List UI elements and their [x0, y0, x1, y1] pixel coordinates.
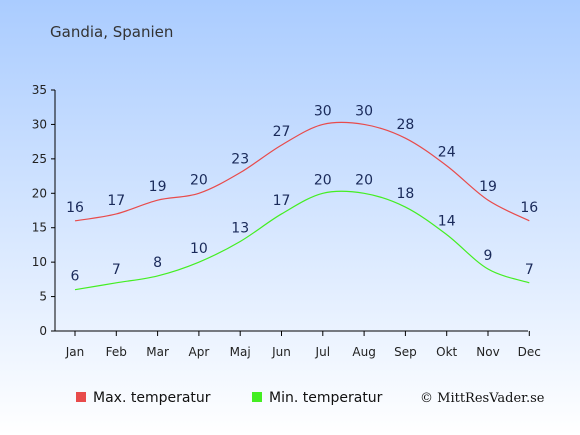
data-label-max: 30: [314, 103, 332, 119]
legend-swatch-min: [252, 392, 262, 402]
data-label-max: 19: [479, 179, 497, 195]
legend: Max. temperatur Min. temperatur: [76, 390, 383, 406]
data-label-min: 8: [153, 255, 162, 271]
data-label-max: 23: [231, 152, 249, 168]
x-tick-label: Feb: [106, 345, 127, 359]
data-label-max: 17: [107, 193, 125, 209]
x-tick-label: Jun: [271, 345, 291, 359]
x-tick-label: Okt: [436, 345, 457, 359]
data-label-min: 9: [484, 248, 493, 264]
data-label-max: 16: [520, 200, 538, 216]
x-tick-label: Nov: [476, 345, 499, 359]
x-tick-label: Sep: [394, 345, 417, 359]
x-tick-label: Apr: [189, 345, 210, 359]
data-label-min: 20: [355, 172, 373, 188]
x-tick-label: Mar: [146, 345, 169, 359]
axes: 0 5 10 15 20 25 30 35 Jan Feb Mar Apr Maj Jun Jul Aug Se…: [32, 83, 541, 359]
data-label-min: 17: [273, 193, 291, 209]
data-label-max: 28: [396, 117, 414, 133]
data-label-max: 19: [149, 179, 167, 195]
data-label-max: 20: [190, 172, 208, 188]
y-tick-label: 15: [32, 221, 47, 235]
data-label-min: 20: [314, 172, 332, 188]
y-tick-label: 5: [39, 290, 47, 304]
x-tick-label: Dec: [518, 345, 541, 359]
y-tick-label: 0: [39, 324, 47, 338]
data-label-min: 7: [525, 262, 534, 278]
y-tick-label: 30: [32, 117, 47, 131]
data-label-min: 6: [71, 269, 80, 285]
y-tick-label: 25: [32, 152, 47, 166]
data-label-min: 10: [190, 241, 208, 257]
series-layer: [74, 121, 530, 291]
data-label-min: 7: [112, 262, 121, 278]
copyright-text: © MittResVader.se: [420, 391, 545, 406]
data-label-min: 18: [396, 186, 414, 202]
x-tick-label: Jan: [65, 345, 85, 359]
y-tick-label: 20: [32, 186, 47, 200]
legend-label-max: Max. temperatur: [93, 390, 211, 406]
x-tick-label: Jul: [315, 345, 330, 359]
y-tick-label: 35: [32, 83, 47, 97]
y-tick-label: 10: [32, 255, 47, 269]
series-line-max: [74, 121, 530, 222]
series-line-min: [74, 190, 530, 291]
data-label-max: 24: [438, 145, 456, 161]
legend-swatch-max: [76, 392, 86, 402]
data-label-min: 13: [231, 220, 249, 236]
data-labels: 16 17 19 20 23 27 30 30 28 24 19 16 6 7 8 10 13 17 20 20 18 1…: [66, 103, 538, 284]
data-label-min: 14: [438, 214, 456, 230]
data-label-max: 16: [66, 200, 84, 216]
data-label-max: 30: [355, 103, 373, 119]
x-tick-label: Aug: [352, 345, 375, 359]
chart-title: Gandia, Spanien: [50, 23, 173, 41]
legend-label-min: Min. temperatur: [269, 390, 383, 406]
data-label-max: 27: [273, 124, 291, 140]
x-tick-label: Maj: [230, 345, 251, 359]
